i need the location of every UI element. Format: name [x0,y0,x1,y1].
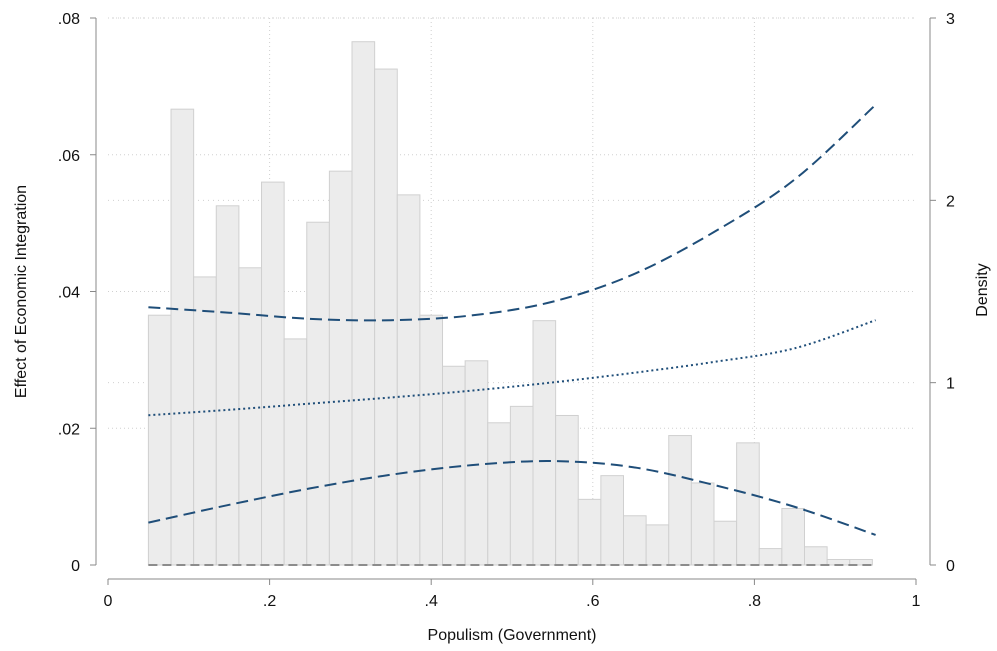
histogram-bar [193,276,217,566]
y-left-tick-label: 0 [71,558,80,575]
lower-confidence-bound-line [148,460,876,536]
y-right-tick-label: 3 [946,11,955,28]
tick-labels: 0 .2 .4 .6 .8 1 0 .02 .04 .06 .08 0 1 2 3 [58,11,955,610]
x-tick-label: .8 [748,593,761,610]
x-tick-label: .2 [263,593,276,610]
x-axis-title: Populism (Government) [428,627,597,644]
histogram-bar [758,548,783,566]
upper-confidence-bound-line [148,104,877,322]
histogram-bar [419,314,444,566]
y-right-tick-label: 1 [946,376,955,393]
histogram-bar [690,482,715,566]
histogram-bar [374,68,398,566]
histogram-bar [396,194,421,566]
y-left-tick-label: .02 [58,421,80,438]
histogram-bar [215,205,240,566]
histogram-bar [849,559,873,566]
histogram-bar [600,475,625,566]
point-estimate-line [148,319,876,417]
y-axis-left-title: Effect of Economic Integration [13,185,30,398]
histogram-bar [509,405,534,566]
histogram-bar [555,414,579,566]
histogram-bar [283,338,308,566]
histogram-bar [261,181,285,566]
x-tick-label: .4 [425,593,438,610]
histogram-bar [328,170,353,566]
x-tick-label: .6 [586,593,599,610]
effect-curves [148,104,877,566]
y-left-tick-label: .06 [58,148,80,165]
histogram-bar [577,498,602,566]
histogram-bar [713,520,738,566]
histogram-bar [238,267,263,566]
histogram-bar [147,314,172,566]
histogram-bar [306,221,330,566]
x-tick-label: 1 [912,593,921,610]
y-right-tick-label: 2 [946,193,955,210]
y-left-tick-label: .08 [58,11,80,28]
histogram-bar [487,422,511,566]
histogram-bar [803,546,828,566]
histogram-bar [645,524,670,566]
histogram-bar [781,507,805,566]
x-tick-label: 0 [104,593,113,610]
histogram-bar [623,515,647,566]
y-axis-right-title: Density [974,263,991,316]
y-left-tick-label: .04 [58,285,80,302]
axes [90,17,936,585]
histogram-bar [442,365,466,566]
histogram-bars [147,41,873,566]
histogram-bar [351,41,376,566]
y-right-tick-label: 0 [946,558,955,575]
histogram-bar [668,435,692,566]
histogram-bar [170,108,195,566]
histogram-bar [736,442,760,566]
histogram-bar [532,320,557,566]
